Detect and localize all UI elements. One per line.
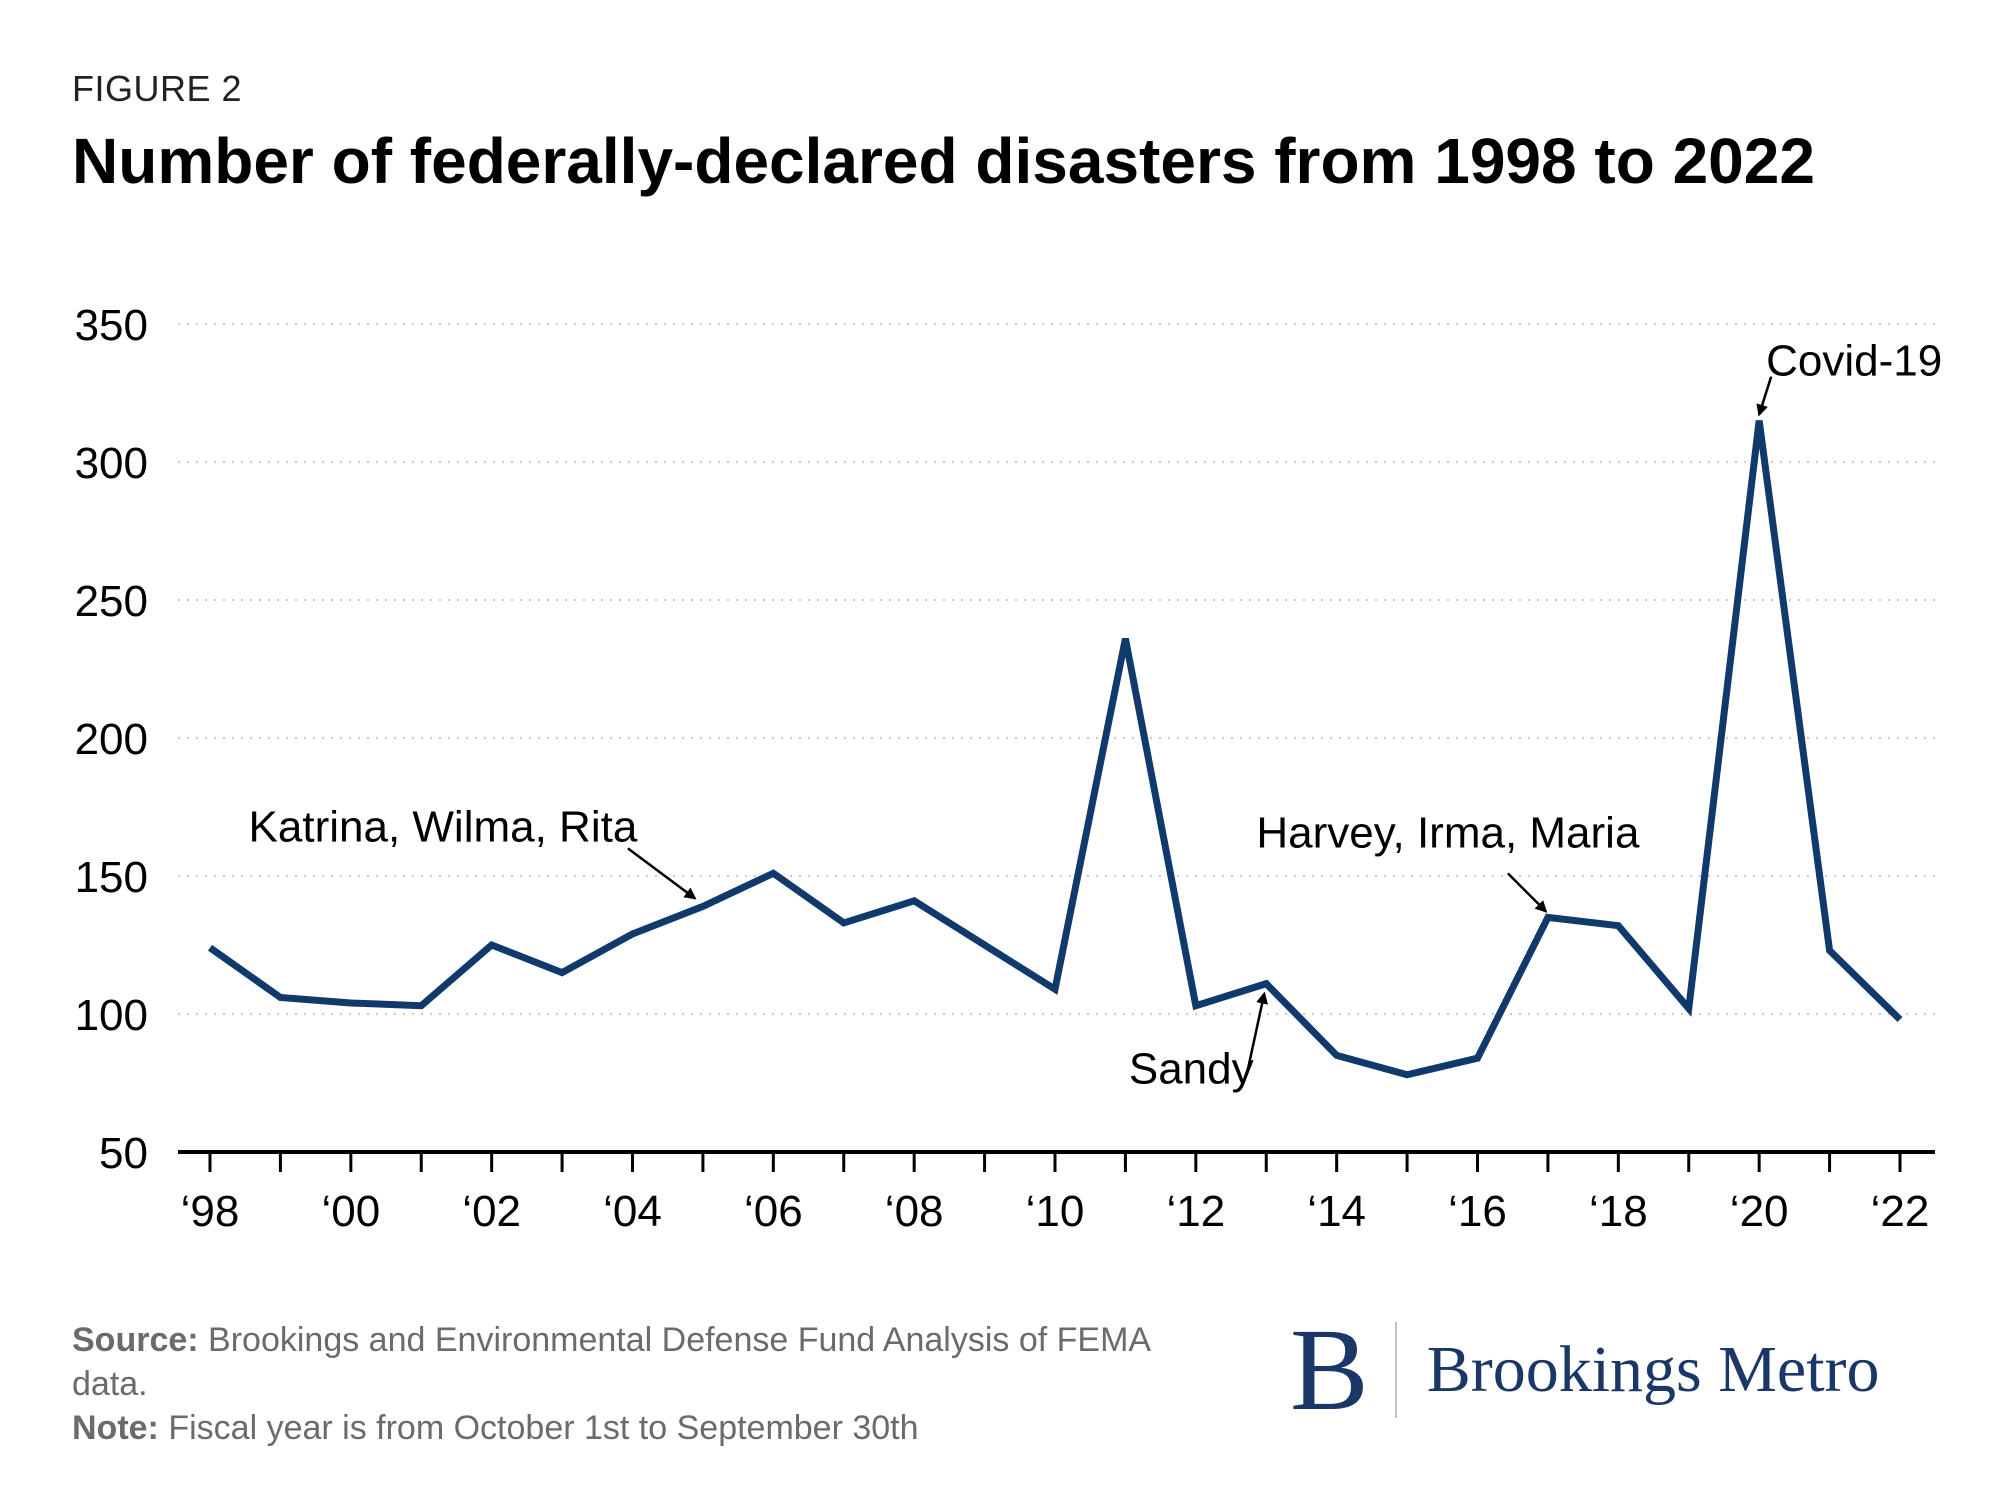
x-tick-label: ‘22 [1871,1187,1930,1236]
y-tick-label: 100 [75,991,148,1040]
source-label: Source: [72,1321,199,1359]
y-tick-label: 50 [99,1129,148,1178]
y-tick-label: 150 [75,853,148,902]
source-text: Brookings and Environmental Defense Fund… [72,1321,1150,1403]
annotation-label: Sandy [1129,1045,1254,1094]
figure-label: FIGURE 2 [72,68,243,109]
y-tick-label: 200 [75,715,148,764]
chart-title: Number of federally-declared disasters f… [72,125,1815,197]
x-tick-label: ‘12 [1166,1187,1225,1236]
annotation-arrow [1507,872,1548,913]
annotations: Katrina, Wilma, Rita Harvey, Irma, Maria S… [249,337,1943,1094]
gridlines [178,323,1935,1015]
annotation-label: Harvey, Irma, Maria [1256,808,1640,857]
logo-divider [1394,1322,1397,1418]
x-tick-label: ‘20 [1730,1187,1789,1236]
x-tick-label: ‘00 [321,1187,380,1236]
note-label: Note: [72,1409,159,1447]
logo-mark: B [1290,1304,1369,1435]
x-axis-labels: ‘98 ‘00 ‘02 ‘04 ‘06 ‘08 ‘10 ‘12 ‘14 ‘16 ‘18 ‘20 ‘22 [181,1187,1930,1236]
y-tick-label: 250 [75,577,148,626]
annotation-arrow [1756,376,1773,417]
annotation-arrow [1247,991,1269,1068]
annotation-label: Covid-19 [1766,337,1942,386]
footer: Source: Brookings and Environmental Defe… [72,1318,1152,1450]
source-line: Source: Brookings and Environmental Defe… [72,1318,1152,1406]
x-tick-label: ‘10 [1026,1187,1085,1236]
x-tick-label: ‘18 [1589,1187,1648,1236]
x-tick-label: ‘04 [603,1187,662,1236]
x-tick-label: ‘14 [1307,1187,1366,1236]
y-axis: 50 100 150 200 250 300 350 [75,301,148,1178]
x-tick-label: ‘98 [181,1187,240,1236]
annotation-arrow [627,847,697,900]
note-text: Fiscal year is from October 1st to Septe… [168,1409,919,1447]
logo-text: Brookings Metro [1426,1333,1880,1406]
x-tick-label: ‘06 [744,1187,803,1236]
annotation-label: Katrina, Wilma, Rita [249,802,638,851]
x-tick-label: ‘02 [462,1187,521,1236]
x-tick-label: ‘08 [885,1187,944,1236]
x-axis [178,1150,1935,1172]
x-tick-label: ‘16 [1448,1187,1507,1236]
brookings-metro-logo: B Brookings Metro [1290,1310,1880,1430]
y-tick-label: 300 [75,439,148,488]
y-tick-label: 350 [75,301,148,350]
series-layer [207,420,1903,1079]
series-line-0 [207,420,1903,1079]
note-line: Note: Fiscal year is from October 1st to… [72,1406,1152,1450]
